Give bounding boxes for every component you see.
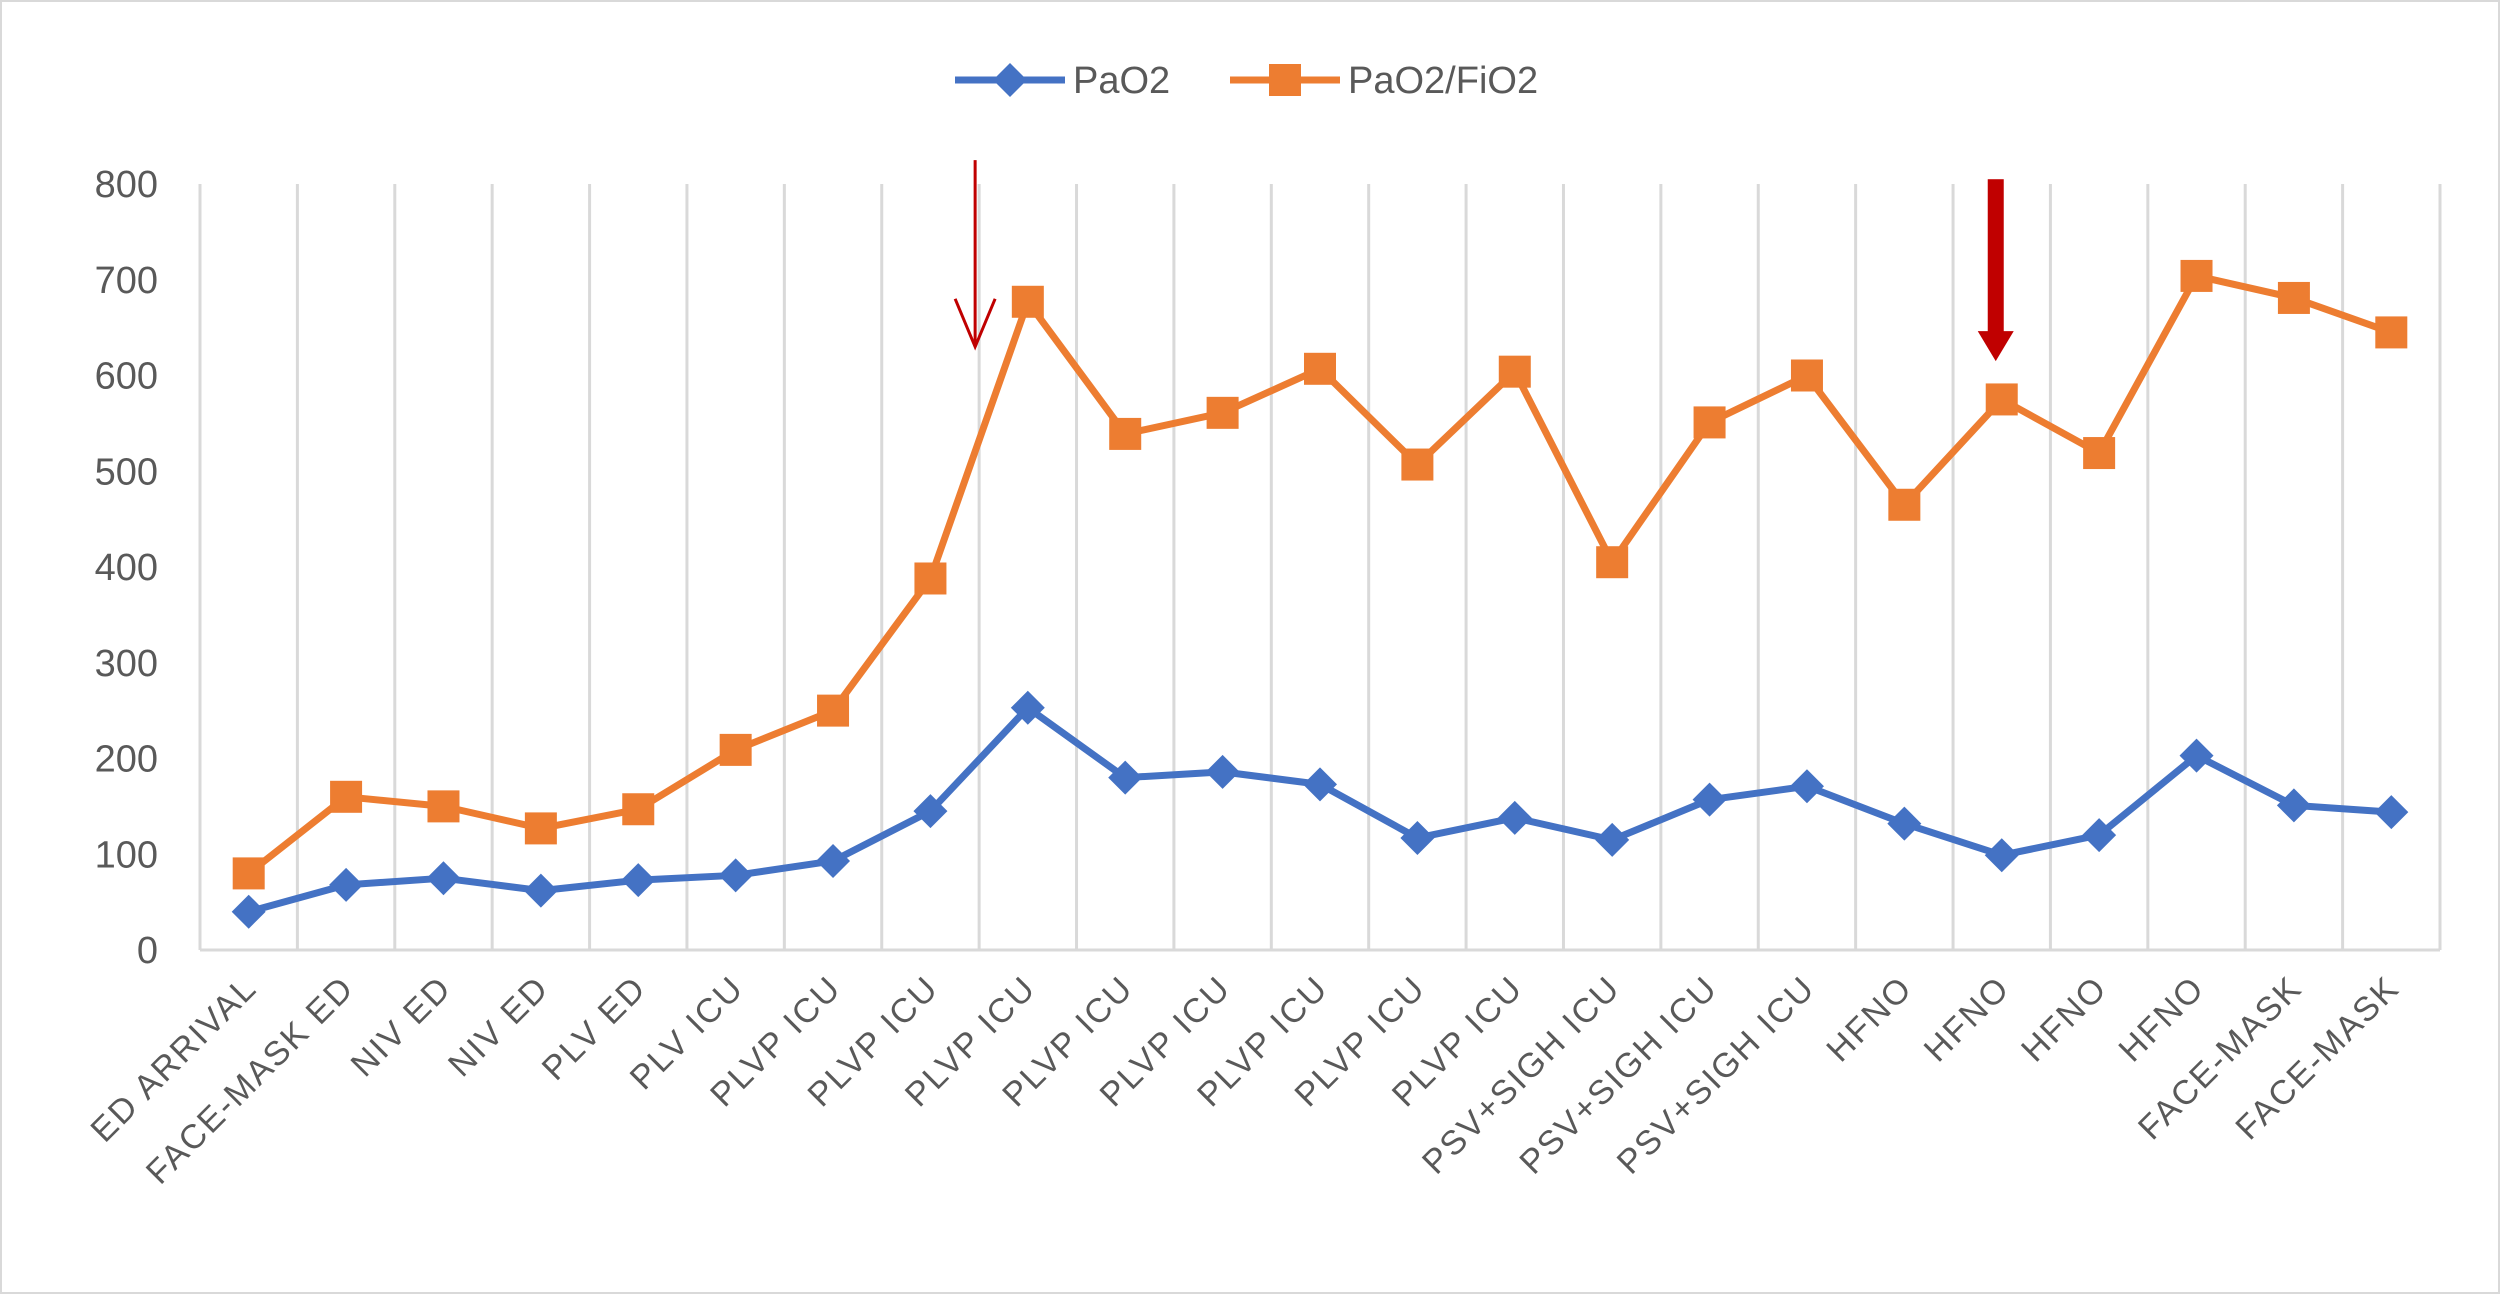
data-point-square: [524, 812, 557, 845]
data-point-diamond: [2374, 795, 2409, 830]
y-tick-label: 700: [95, 260, 158, 302]
data-point-square: [427, 790, 460, 823]
data-point-diamond: [1984, 838, 2019, 873]
series-line: [247, 704, 2392, 916]
legend-marker-square: [1269, 64, 1301, 96]
series-pao2-fio2: [232, 259, 2408, 890]
y-tick-label: 200: [95, 739, 158, 781]
data-point-square: [622, 793, 655, 826]
data-point-diamond: [1010, 690, 1045, 725]
data-point-square: [1790, 359, 1823, 392]
data-point-diamond: [1887, 806, 1922, 841]
data-point-diamond: [426, 861, 461, 896]
data-point-square: [1498, 355, 1531, 388]
x-tick-label: HFNO: [1819, 969, 1920, 1070]
data-point-diamond: [329, 867, 364, 902]
y-tick-label: 100: [95, 834, 158, 876]
data-point-square: [1596, 546, 1629, 579]
x-tick-label: NIV ED: [344, 969, 460, 1085]
data-point-diamond: [231, 894, 266, 929]
annotation-arrow-bold: [1987, 179, 2004, 334]
data-point-square: [1304, 352, 1336, 385]
x-tick-label: ED ARRIVAL: [83, 969, 264, 1150]
data-point-diamond: [2082, 818, 2117, 853]
y-tick-label: 800: [95, 164, 158, 206]
data-point-square: [1985, 383, 2018, 416]
data-point-diamond: [1497, 800, 1532, 835]
data-point-diamond: [2276, 788, 2311, 823]
y-axis-ticks: 0 100 200 300 400 500 600 700 800: [95, 164, 158, 972]
data-point-square: [1888, 488, 1921, 521]
y-tick-label: 300: [95, 643, 158, 685]
data-point-square: [2375, 316, 2408, 349]
annotation-arrow-bold-head: [1977, 331, 2014, 362]
series-pao2: [231, 690, 2409, 929]
data-point-diamond: [1303, 767, 1337, 802]
annotations: [953, 160, 2014, 362]
data-point-square: [719, 733, 752, 766]
data-point-square: [1011, 285, 1044, 318]
x-tick-label: HFNO: [2014, 969, 2115, 1070]
data-point-diamond: [1692, 782, 1727, 817]
data-point-diamond: [1400, 820, 1435, 855]
data-point-diamond: [1789, 769, 1824, 804]
legend: PaO2 PaO2/FiO2: [955, 60, 1538, 102]
x-tick-label: NIV ED: [441, 969, 557, 1085]
y-tick-label: 600: [95, 356, 158, 398]
data-point-square: [232, 857, 265, 890]
data-point-square: [914, 562, 947, 595]
data-point-diamond: [913, 794, 948, 829]
x-tick-label: HFNO: [1917, 969, 2018, 1070]
data-point-square: [1401, 448, 1434, 481]
data-point-diamond: [2179, 738, 2214, 773]
data-point-square: [2180, 259, 2213, 292]
data-point-square: [817, 694, 850, 727]
legend-label: PaO2/FiO2: [1348, 60, 1538, 102]
data-point-square: [1693, 406, 1726, 439]
data-point-square: [1206, 396, 1239, 429]
y-tick-label: 0: [137, 930, 158, 972]
data-point-diamond: [1108, 760, 1143, 795]
data-point-diamond: [1205, 754, 1240, 789]
data-point-diamond: [1595, 822, 1630, 857]
legend-label: PaO2: [1073, 60, 1170, 102]
data-point-diamond: [621, 863, 656, 898]
legend-marker-diamond: [993, 63, 1027, 97]
data-point-square: [2277, 281, 2310, 314]
data-point-diamond: [816, 843, 851, 878]
annotation-arrow-thin-head: [953, 298, 997, 351]
y-tick-label: 500: [95, 451, 158, 493]
data-point-square: [330, 780, 363, 813]
data-point-diamond: [523, 873, 558, 908]
y-tick-label: 400: [95, 547, 158, 589]
series-layer: [231, 259, 2409, 929]
data-point-square: [1109, 417, 1142, 450]
data-point-square: [2083, 437, 2116, 470]
data-point-diamond: [718, 858, 753, 893]
